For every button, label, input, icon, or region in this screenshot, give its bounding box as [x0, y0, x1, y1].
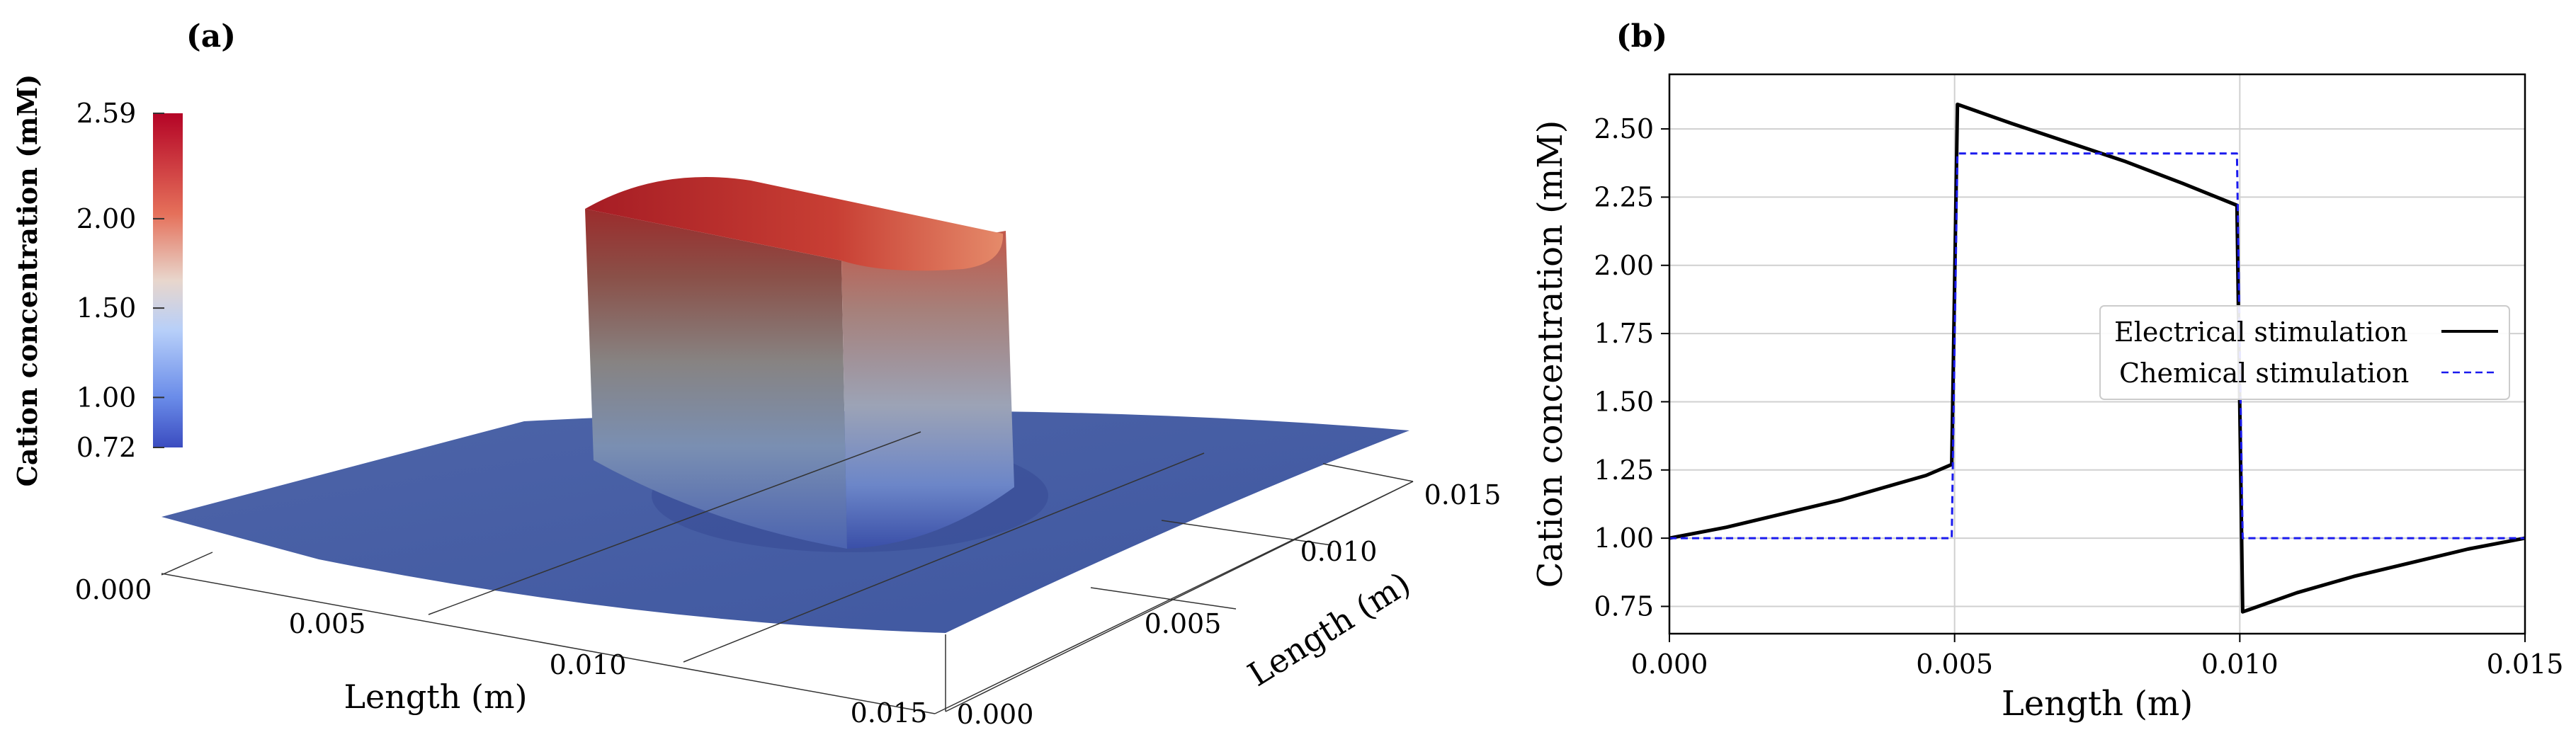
x-tick-label: 0.000 [75, 574, 152, 605]
panel-a-surface-plot: (a) 2.59 2.00 1.50 1.00 0.72 Cation concentr… [11, 18, 1501, 730]
x-tick-label: 0.000 [1631, 649, 1708, 680]
y-tick-label: 0.015 [1424, 479, 1502, 510]
colorbar-label: Cation concentration (mM) [11, 74, 43, 487]
y-tick-label: 2.00 [1594, 250, 1654, 281]
legend-box [2099, 305, 2510, 400]
colorbar-tick-label: 0.72 [76, 432, 137, 463]
panel-a-label: (a) [186, 18, 236, 55]
y-axis-label: Length (m) [1241, 564, 1417, 694]
y-tick-label: 0.000 [957, 699, 1034, 730]
y-tick-label: 0.010 [1300, 536, 1378, 567]
series-layer [1669, 102, 2526, 614]
colorbar [153, 113, 183, 447]
colorbar-tick-label: 1.00 [76, 382, 137, 413]
y-tick-label: 2.25 [1594, 181, 1654, 212]
block-side-face [841, 231, 1014, 549]
y-tick-label: 1.25 [1594, 455, 1654, 486]
y-tick-label: 2.50 [1594, 113, 1654, 144]
x-tick-label: 0.005 [1916, 649, 1993, 680]
y-axis-label: Cation concentration (mM) [1531, 120, 1570, 588]
y-tick-label: 1.75 [1594, 318, 1654, 349]
axis-frame-x [161, 431, 1414, 714]
x-tick-label: 0.010 [550, 649, 627, 680]
y-tick-label: 1.00 [1594, 523, 1654, 554]
colorbar-tick-label: 2.00 [76, 203, 137, 234]
x-axis-label: Length (m) [344, 678, 527, 716]
colorbar-ticks: 2.59 2.00 1.50 1.00 0.72 [76, 98, 164, 463]
x-axis-label: Length (m) [2002, 684, 2193, 724]
y-tick-label: 0.75 [1594, 590, 1654, 622]
legend: Electrical stimulation Chemical stimulat… [2099, 305, 2510, 400]
plot-frame [1668, 73, 2526, 635]
x-tick-label: 0.005 [289, 608, 366, 639]
y-tick-label: 0.005 [1145, 608, 1222, 639]
x-tick-label: 0.010 [2201, 649, 2279, 680]
series-line-electrical [1669, 102, 2526, 614]
x-tick-label: 0.015 [851, 697, 928, 729]
x-axis-ticks: 0.000 0.005 0.010 0.015 [1631, 634, 2564, 680]
x-tick-label: 0.015 [2487, 649, 2564, 680]
series-line-chemical [1669, 152, 2525, 540]
panel-b-label: (b) [1616, 18, 1667, 55]
colorbar-tick-label: 1.50 [76, 292, 137, 324]
block-top-face [585, 177, 1004, 271]
legend-label-chemical: Chemical stimulation [2119, 358, 2409, 389]
colorbar-tick-label: 2.59 [76, 98, 137, 129]
block-front-face [585, 209, 847, 549]
axis-frame-y [945, 481, 1414, 712]
legend-label-electrical: Electrical stimulation [2114, 316, 2407, 348]
panel-b-line-chart: (b) 0.75 1.00 1.25 1.50 1.75 2.00 2.25 2.50 0.0… [1531, 18, 2563, 724]
y-tick-label: 1.50 [1594, 386, 1654, 417]
y-axis-ticks: 0.75 1.00 1.25 1.50 1.75 2.00 2.25 2.50 [1594, 113, 1669, 622]
